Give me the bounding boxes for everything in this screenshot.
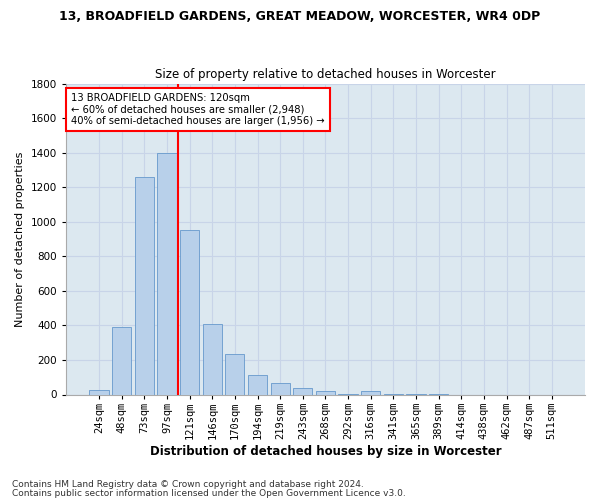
Bar <box>293 388 313 394</box>
Text: Contains HM Land Registry data © Crown copyright and database right 2024.: Contains HM Land Registry data © Crown c… <box>12 480 364 489</box>
Bar <box>225 354 244 395</box>
Bar <box>361 391 380 394</box>
Bar <box>112 327 131 394</box>
Bar <box>316 391 335 394</box>
Bar <box>271 384 290 394</box>
Bar <box>89 390 109 394</box>
Bar <box>157 152 176 394</box>
Text: 13 BROADFIELD GARDENS: 120sqm
← 60% of detached houses are smaller (2,948)
40% o: 13 BROADFIELD GARDENS: 120sqm ← 60% of d… <box>71 93 325 126</box>
Title: Size of property relative to detached houses in Worcester: Size of property relative to detached ho… <box>155 68 496 81</box>
Bar <box>248 374 267 394</box>
Bar <box>180 230 199 394</box>
X-axis label: Distribution of detached houses by size in Worcester: Distribution of detached houses by size … <box>149 444 501 458</box>
Bar <box>203 324 222 394</box>
Text: 13, BROADFIELD GARDENS, GREAT MEADOW, WORCESTER, WR4 0DP: 13, BROADFIELD GARDENS, GREAT MEADOW, WO… <box>59 10 541 23</box>
Bar <box>135 177 154 394</box>
Text: Contains public sector information licensed under the Open Government Licence v3: Contains public sector information licen… <box>12 488 406 498</box>
Y-axis label: Number of detached properties: Number of detached properties <box>15 152 25 326</box>
